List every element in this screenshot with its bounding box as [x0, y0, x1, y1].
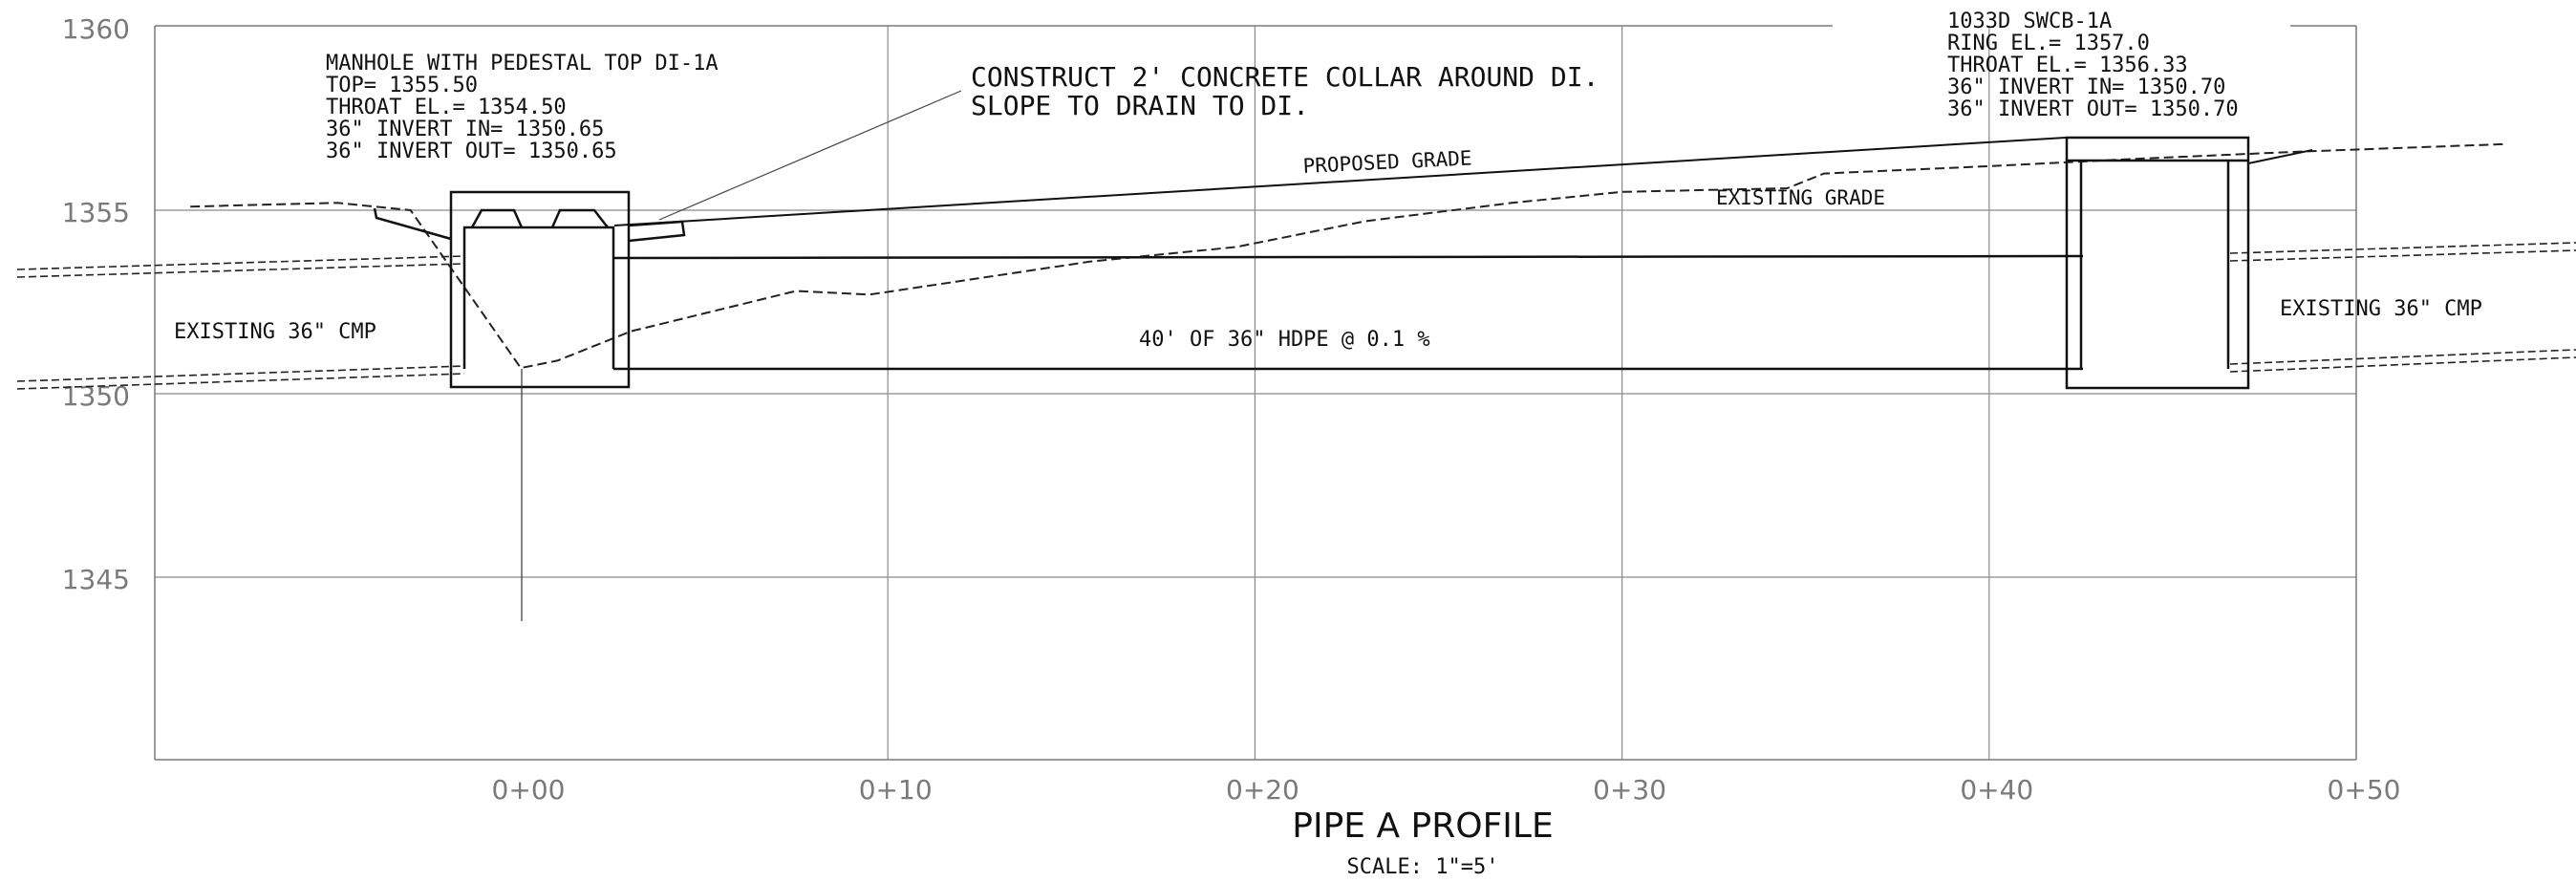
x-axis-labels: 0+00 0+10 0+20 0+30 0+40 0+50 [492, 774, 2401, 806]
y-tick-label: 1355 [62, 197, 130, 228]
proposed-grade-label: PROPOSED GRADE [1302, 146, 1472, 178]
collar-line-1: CONSTRUCT 2' CONCRETE COLLAR AROUND DI. [971, 61, 1599, 93]
cmp-right-top2 [2229, 249, 2576, 262]
manhole-line-5: 36" INVERT OUT= 1350.65 [326, 140, 617, 163]
cmp-right-bottom2 [2229, 356, 2576, 373]
proposed-grade-right [2247, 149, 2313, 164]
pedestal-left [470, 208, 524, 228]
proposed-grade-line [613, 137, 2068, 226]
swcb-line-4: 36" INVERT IN= 1350.70 [1947, 75, 2225, 99]
collar-right [628, 220, 686, 243]
manhole-line-4: 36" INVERT IN= 1350.65 [326, 118, 604, 141]
y-axis-labels: 1360 1355 1350 1345 [62, 13, 130, 595]
collar-note: CONSTRUCT 2' CONCRETE COLLAR AROUND DI. … [971, 61, 1599, 121]
manhole-line-3: THROAT EL.= 1354.50 [326, 96, 567, 119]
existing-grade-label: EXISTING GRADE [1716, 186, 1885, 209]
drawing-title: PIPE A PROFILE [1292, 807, 1553, 846]
existing-cmp-left-label: EXISTING 36" CMP [174, 320, 376, 344]
y-tick-label: 1345 [62, 564, 130, 595]
frame [154, 25, 2357, 761]
manhole-line-1: MANHOLE WITH PEDESTAL TOP DI-1A [326, 52, 719, 75]
x-tick-label: 0+30 [1593, 774, 1666, 806]
collar-leader-line [658, 90, 962, 221]
hdpe-label: 40' OF 36" HDPE @ 0.1 % [1139, 328, 1430, 352]
drawing-scale: SCALE: 1"=5' [1347, 855, 1499, 879]
swcb-line-5: 36" INVERT OUT= 1350.70 [1947, 97, 2239, 121]
manhole-label: MANHOLE WITH PEDESTAL TOP DI-1A TOP= 135… [326, 52, 719, 163]
swcb-1a [2065, 136, 2250, 390]
cmp-left-bottom2 [16, 373, 465, 390]
manhole-line-2: TOP= 1355.50 [326, 74, 478, 97]
swcb-label: 1033D SWCB-1A RING EL.= 1357.0 THROAT EL… [1947, 10, 2239, 121]
x-tick-label: 0+50 [2328, 774, 2401, 806]
x-tick-label: 0+40 [1960, 774, 2033, 806]
swcb-line-3: THROAT EL.= 1356.33 [1947, 54, 2188, 77]
existing-cmp-pipes [16, 242, 2576, 390]
manhole-di-1a [373, 190, 686, 389]
swcb-line-2: RING EL.= 1357.0 [1947, 32, 2150, 55]
x-tick-label: 0+00 [492, 774, 566, 806]
y-tick-label: 1350 [62, 380, 130, 412]
collar-line-2: SLOPE TO DRAIN TO DI. [971, 90, 1309, 121]
collar-left [373, 207, 452, 241]
swcb-line-1: 1033D SWCB-1A [1947, 10, 2112, 33]
cmp-right-top [2229, 242, 2576, 254]
cmp-left-top2 [16, 263, 465, 278]
hdpe-pipe [612, 254, 2084, 371]
existing-cmp-right-label: EXISTING 36" CMP [2280, 297, 2482, 321]
cmp-left-top [16, 255, 465, 270]
x-tick-label: 0+20 [1226, 774, 1299, 806]
cmp-right-bottom [2229, 349, 2576, 365]
x-tick-label: 0+10 [859, 774, 933, 806]
cmp-left-bottom [16, 365, 465, 382]
pedestal-right [550, 208, 609, 228]
y-tick-label: 1360 [62, 13, 130, 45]
